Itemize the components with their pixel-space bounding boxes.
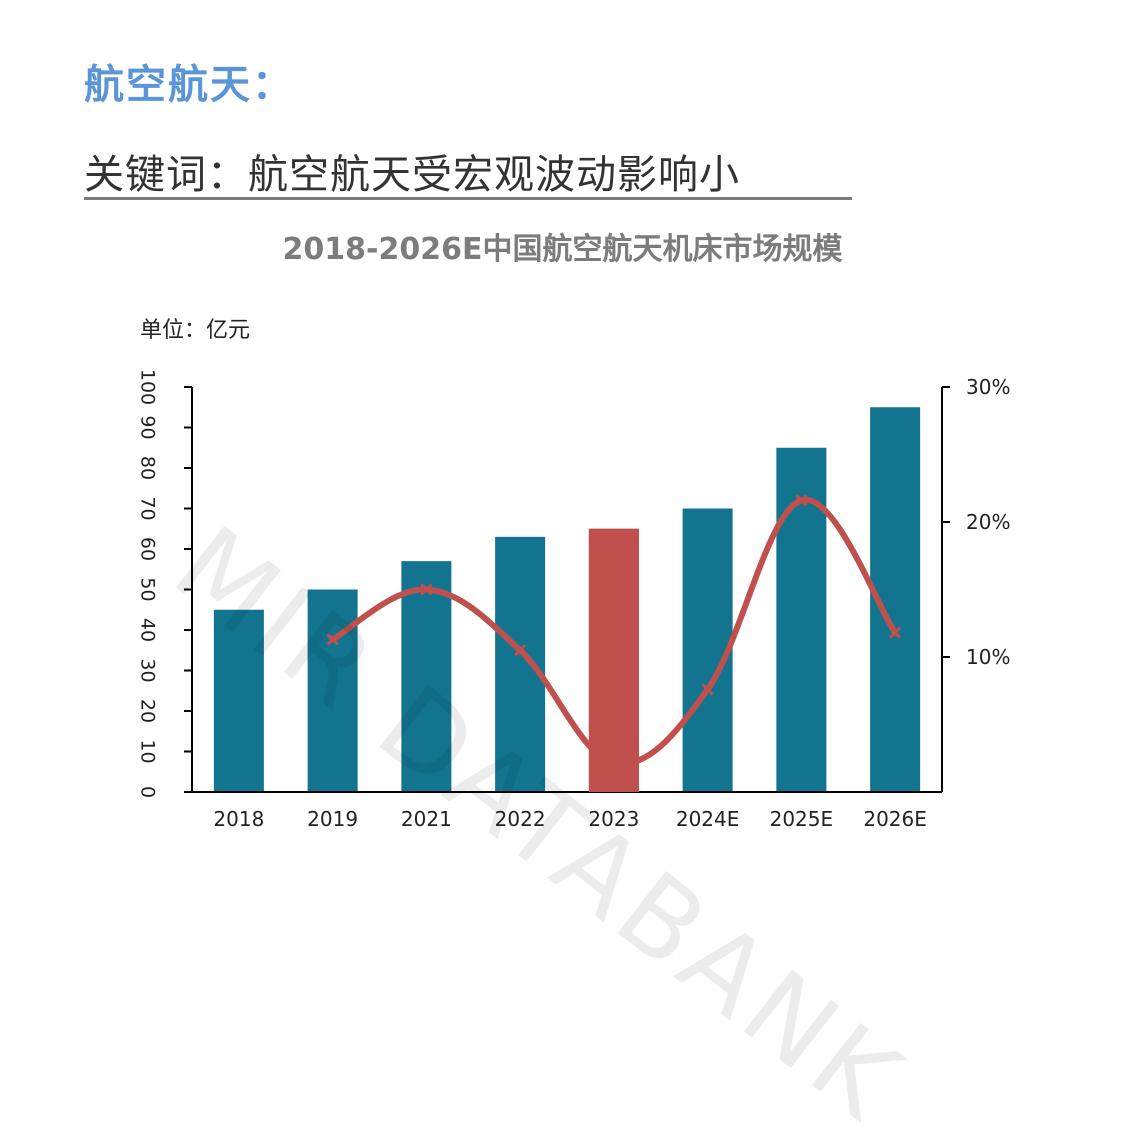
x-axis-label: 2019 — [307, 807, 358, 831]
left-axis-label: 30 — [137, 658, 159, 682]
right-axis-label: 20% — [966, 510, 1010, 534]
bar-2019 — [307, 589, 358, 792]
bar-2024E — [682, 508, 733, 792]
x-axis-label: 2018 — [213, 807, 264, 831]
growth-marker — [420, 583, 433, 596]
growth-marker — [795, 494, 808, 507]
chart-title: 2018-2026E中国航空航天机床市场规模 — [0, 224, 1125, 268]
bar-2018 — [213, 609, 264, 792]
x-axis-label: 2022 — [495, 807, 546, 831]
left-axis-label: 80 — [137, 456, 159, 480]
growth-marker — [514, 644, 527, 657]
left-axis-label: 100 — [137, 369, 159, 405]
growth-marker — [701, 683, 714, 696]
right-axis-label: 10% — [966, 645, 1010, 669]
left-axis-label: 10 — [137, 739, 159, 763]
left-axis-label: 50 — [137, 577, 159, 601]
bar-highlight-overlay — [588, 528, 639, 792]
x-axis-label: 2021 — [401, 807, 452, 831]
x-axis-label: 2023 — [588, 807, 639, 831]
growth-marker — [326, 633, 339, 646]
left-axis-label: 70 — [137, 496, 159, 520]
left-axis-label: 90 — [137, 415, 159, 439]
growth-marker — [889, 626, 902, 639]
x-axis-label: 2025E — [770, 807, 834, 831]
left-axis-label: 40 — [137, 618, 159, 642]
chart-area: 0 10 20 30 40 50 60 70 80 90 100 10% 20% 30% 2018 2019 2… — [137, 369, 1011, 831]
x-axis-label: 2024E — [676, 807, 740, 831]
keyword-line: 关键词：航空航天受宏观波动影响小 — [84, 152, 740, 198]
bar-2021 — [401, 561, 452, 792]
unit-label: 单位：亿元 — [140, 318, 251, 343]
left-axis-label: 60 — [137, 537, 159, 561]
left-axis-label: 0 — [137, 786, 159, 798]
chart-title-text: 2018-2026E中国航空航天机床市场规模 — [282, 232, 843, 267]
x-axis-label: 2026E — [863, 807, 927, 831]
left-axis-label: 20 — [137, 699, 159, 723]
keyword-underline — [84, 197, 852, 200]
right-axis-label: 30% — [966, 375, 1010, 399]
section-title: 航空航天： — [84, 62, 294, 108]
